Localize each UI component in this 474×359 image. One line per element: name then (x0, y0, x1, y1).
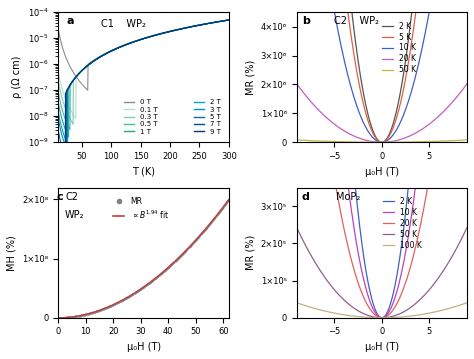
5 K (395, 109, 401, 113)
Y-axis label: MH (%): MH (%) (7, 235, 17, 271)
50 K (386, 315, 392, 319)
50 K (395, 140, 401, 144)
2 K (376, 314, 382, 318)
50 K (294, 138, 300, 142)
20 K (376, 140, 382, 144)
20 K (464, 81, 470, 86)
2 K (395, 100, 401, 104)
10 K (376, 140, 382, 144)
Legend: 2 K, 5 K, 10 K, 20 K, 50 K: 2 K, 5 K, 10 K, 20 K, 50 K (378, 19, 419, 77)
5 K (379, 140, 384, 144)
50 K (294, 225, 300, 230)
X-axis label: μ₀H (T): μ₀H (T) (127, 342, 161, 352)
Line: 50 K: 50 K (297, 140, 467, 142)
2 K (376, 139, 382, 143)
10 K (379, 316, 384, 320)
Legend: 2 T, 3 T, 5 T, 7 T, 9 T: 2 T, 3 T, 5 T, 7 T, 9 T (191, 96, 224, 137)
50 K (379, 140, 384, 144)
50 K (379, 316, 384, 320)
20 K (395, 299, 401, 303)
Line: 50 K: 50 K (297, 228, 467, 318)
Legend: 2 K, 10 K, 20 K, 50 K, 100 K: 2 K, 10 K, 20 K, 50 K, 100 K (380, 194, 425, 253)
20 K (375, 140, 381, 144)
50 K (464, 138, 470, 142)
100 K (386, 316, 392, 320)
Line: 20 K: 20 K (297, 0, 467, 318)
100 K (294, 300, 300, 305)
2 K (375, 312, 381, 317)
20 K (294, 81, 300, 86)
50 K (376, 140, 382, 144)
100 K (375, 316, 381, 320)
2 K (379, 316, 384, 320)
Line: 10 K: 10 K (297, 0, 467, 318)
2 K (375, 137, 381, 142)
2 K (395, 265, 401, 269)
50 K (375, 140, 381, 144)
5 K (386, 134, 392, 138)
Line: 5 K: 5 K (297, 0, 467, 142)
10 K (379, 140, 384, 144)
100 K (376, 316, 382, 320)
10 K (386, 309, 392, 314)
Text: WP₂: WP₂ (65, 210, 85, 220)
Text: b: b (302, 16, 310, 26)
20 K (460, 87, 466, 91)
50 K (460, 233, 466, 237)
50 K (434, 278, 439, 283)
20 K (386, 312, 392, 317)
50 K (464, 225, 470, 230)
Line: 20 K: 20 K (297, 84, 467, 142)
20 K (434, 129, 439, 133)
2 K (379, 140, 384, 144)
10 K (375, 139, 381, 143)
2 K (386, 306, 392, 310)
50 K (434, 139, 439, 144)
Text: a: a (67, 16, 74, 26)
50 K (386, 140, 392, 144)
Text: d: d (302, 192, 310, 201)
Text: c: c (56, 192, 63, 201)
10 K (386, 137, 392, 141)
Line: 10 K: 10 K (297, 0, 467, 142)
50 K (375, 316, 381, 320)
10 K (375, 313, 381, 318)
20 K (395, 138, 401, 142)
20 K (379, 140, 384, 144)
50 K (395, 312, 401, 317)
Line: 100 K: 100 K (297, 303, 467, 318)
100 K (379, 316, 384, 320)
X-axis label: T (K): T (K) (132, 167, 155, 177)
Line: 2 K: 2 K (297, 0, 467, 318)
20 K (434, 116, 439, 120)
Text: C2    WP₂: C2 WP₂ (334, 16, 379, 26)
10 K (395, 284, 401, 288)
Y-axis label: MR (%): MR (%) (245, 235, 255, 270)
Y-axis label: MR (%): MR (%) (245, 60, 255, 95)
5 K (376, 139, 382, 143)
20 K (386, 140, 392, 144)
Text: MoP₂: MoP₂ (336, 192, 360, 201)
2 K (386, 132, 392, 136)
Text: C1    WP₂: C1 WP₂ (100, 19, 146, 29)
100 K (460, 302, 466, 306)
20 K (379, 316, 384, 320)
X-axis label: μ₀H (T): μ₀H (T) (365, 342, 399, 352)
5 K (375, 138, 381, 143)
50 K (376, 316, 382, 320)
Line: 2 K: 2 K (297, 0, 467, 142)
50 K (460, 138, 466, 142)
10 K (376, 314, 382, 319)
X-axis label: μ₀H (T): μ₀H (T) (365, 167, 399, 177)
100 K (464, 300, 470, 305)
100 K (434, 309, 439, 314)
10 K (395, 124, 401, 129)
20 K (376, 315, 382, 319)
Text: C2: C2 (65, 192, 78, 201)
Legend: MR, $\propto B^{1.94}$ fit: MR, $\propto B^{1.94}$ fit (110, 194, 172, 224)
Y-axis label: ρ (Ω cm): ρ (Ω cm) (12, 56, 22, 98)
20 K (375, 314, 381, 319)
100 K (395, 315, 401, 320)
